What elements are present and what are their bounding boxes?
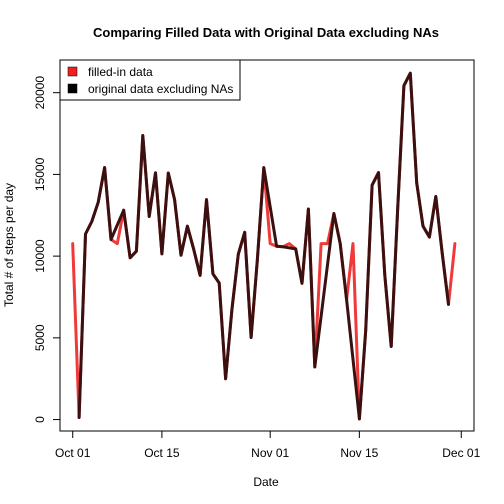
x-axis-label: Date (253, 475, 279, 489)
legend-swatch-original (67, 83, 78, 94)
legend-swatch-filled (67, 66, 78, 77)
y-tick-label: 5000 (33, 324, 47, 351)
y-tick-label: 10000 (33, 239, 47, 273)
series-layer (71, 71, 457, 421)
legend-label-original: original data excluding NAs (88, 82, 233, 96)
x-tick-label: Oct 15 (144, 446, 180, 460)
y-axis: 0 5000 10000 15000 20000 (33, 76, 61, 423)
y-axis-label: Total # of steps per day (2, 183, 16, 307)
x-tick-label: Dec 01 (442, 446, 480, 460)
legend-box (59, 59, 241, 101)
y-tick-label: 15000 (33, 157, 47, 191)
legend: filled-in data original data excluding N… (59, 59, 241, 101)
x-tick-label: Nov 15 (340, 446, 378, 460)
legend-label-filled: filled-in data (88, 65, 153, 79)
series-line-original (77, 71, 450, 421)
chart-title: Comparing Filled Data with Original Data… (93, 25, 439, 40)
x-tick-label: Oct 01 (55, 446, 91, 460)
y-tick-label: 0 (33, 416, 47, 423)
y-tick-label: 20000 (33, 76, 47, 110)
x-axis: Oct 01 Oct 15 Nov 01 Nov 15 Dec 01 (55, 430, 481, 460)
x-tick-label: Nov 01 (251, 446, 289, 460)
